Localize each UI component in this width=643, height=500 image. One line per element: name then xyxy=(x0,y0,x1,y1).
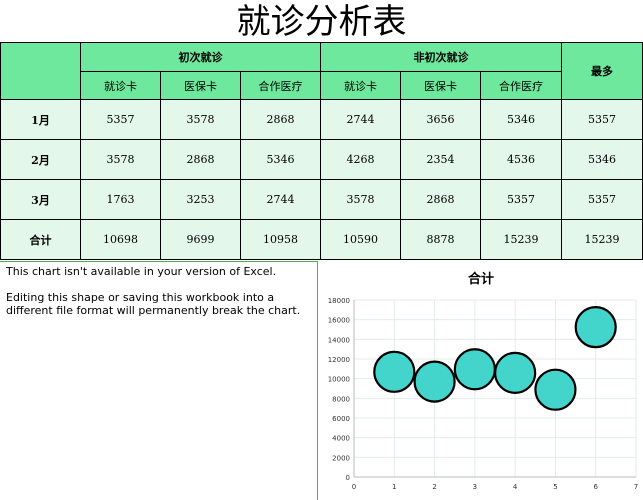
analysis-table: 初次就诊 非初次就诊 最多 就诊卡 医保卡 合作医疗 就诊卡 医保卡 合作医疗 … xyxy=(0,42,643,260)
bubble-point xyxy=(534,368,577,411)
max-header[interactable]: 最多 xyxy=(561,42,643,100)
table-row: 2月 3578 2868 5346 4268 2354 4536 5346 xyxy=(0,139,643,180)
data-cell[interactable]: 2744 xyxy=(240,179,321,220)
data-cell[interactable]: 3578 xyxy=(320,179,401,220)
y-tick-label: 18000 xyxy=(328,297,350,305)
bubble-point xyxy=(494,351,537,394)
data-cell[interactable]: 2744 xyxy=(320,99,401,140)
y-tick-label: 4000 xyxy=(332,435,350,443)
sub-header[interactable]: 合作医疗 xyxy=(479,71,563,100)
y-tick-label: 0 xyxy=(346,474,350,482)
data-cell[interactable]: 4536 xyxy=(479,139,563,180)
row-label[interactable]: 2月 xyxy=(0,139,81,180)
data-cell[interactable]: 3578 xyxy=(160,99,241,140)
y-tick-label: 10000 xyxy=(328,376,350,384)
x-tick-label: 0 xyxy=(352,483,356,491)
data-cell[interactable]: 5357 xyxy=(479,179,563,220)
table-row: 合计 10698 9699 10958 10590 8878 15239 152… xyxy=(0,219,643,260)
sub-header[interactable]: 医保卡 xyxy=(400,71,481,100)
data-cell[interactable]: 2868 xyxy=(160,139,241,180)
sub-header[interactable]: 医保卡 xyxy=(160,71,241,100)
data-cell[interactable]: 8878 xyxy=(400,219,481,260)
data-cell[interactable]: 5357 xyxy=(80,99,161,140)
row-label[interactable]: 合计 xyxy=(0,219,81,260)
data-cell[interactable]: 15239 xyxy=(479,219,563,260)
data-cell[interactable]: 3253 xyxy=(160,179,241,220)
table-row: 1月 5357 3578 2868 2744 3656 5346 5357 xyxy=(0,99,643,140)
row-label[interactable]: 1月 xyxy=(0,99,81,140)
x-tick-label: 1 xyxy=(392,483,396,491)
sub-header[interactable]: 就诊卡 xyxy=(320,71,401,100)
x-tick-label: 4 xyxy=(513,483,518,491)
data-cell[interactable]: 2868 xyxy=(240,99,321,140)
data-cell[interactable]: 10958 xyxy=(240,219,321,260)
group-header-repeat-visit[interactable]: 非初次就诊 xyxy=(319,42,563,72)
data-cell[interactable]: 10698 xyxy=(80,219,161,260)
x-tick-label: 6 xyxy=(593,483,598,491)
x-tick-label: 5 xyxy=(553,483,557,491)
table-row: 3月 1763 3253 2744 3578 2868 5357 5357 xyxy=(0,179,643,220)
bubble-point xyxy=(574,306,617,349)
row-label[interactable]: 3月 xyxy=(0,179,81,220)
data-cell[interactable]: 2868 xyxy=(400,179,481,220)
y-tick-label: 6000 xyxy=(332,415,350,423)
data-cell[interactable]: 5346 xyxy=(479,99,563,140)
data-cell[interactable]: 1763 xyxy=(80,179,161,220)
x-tick-label: 2 xyxy=(432,483,436,491)
x-tick-label: 7 xyxy=(634,483,638,491)
max-cell[interactable]: 5346 xyxy=(561,139,643,180)
y-tick-label: 12000 xyxy=(328,356,350,364)
x-tick-label: 3 xyxy=(473,483,477,491)
max-cell[interactable]: 5357 xyxy=(561,179,643,220)
data-cell[interactable]: 9699 xyxy=(160,219,241,260)
y-tick-label: 16000 xyxy=(328,317,350,325)
page-title: 就诊分析表 xyxy=(236,2,407,42)
data-cell[interactable]: 3578 xyxy=(80,139,161,180)
data-cell[interactable]: 3656 xyxy=(400,99,481,140)
bubble-point xyxy=(453,348,496,391)
group-header-first-visit[interactable]: 初次就诊 xyxy=(80,42,321,72)
bubble-chart[interactable]: 合计 0 2000 4000 6000 8000 10000 12000 14000 16000… xyxy=(320,262,642,500)
data-cell[interactable]: 5346 xyxy=(240,139,321,180)
max-cell[interactable]: 15239 xyxy=(561,219,643,260)
chart-unavailable-notice[interactable]: This chart isn't available in your versi… xyxy=(0,261,318,500)
notice-line-2: Editing this shape or saving this workbo… xyxy=(6,291,301,317)
chart-title: 合计 xyxy=(468,271,494,287)
bubble-point xyxy=(373,350,416,393)
data-cell[interactable]: 4268 xyxy=(320,139,401,180)
corner-cell[interactable] xyxy=(0,42,81,100)
notice-line-1: This chart isn't available in your versi… xyxy=(6,265,277,278)
data-cell[interactable]: 2354 xyxy=(400,139,481,180)
sub-header[interactable]: 就诊卡 xyxy=(80,71,161,100)
max-cell[interactable]: 5357 xyxy=(561,99,643,140)
data-cell[interactable]: 10590 xyxy=(320,219,401,260)
y-tick-label: 2000 xyxy=(332,454,350,462)
y-tick-label: 8000 xyxy=(332,395,350,403)
y-tick-label: 14000 xyxy=(328,336,350,344)
sub-header[interactable]: 合作医疗 xyxy=(240,71,321,100)
bubble-point xyxy=(413,360,456,403)
